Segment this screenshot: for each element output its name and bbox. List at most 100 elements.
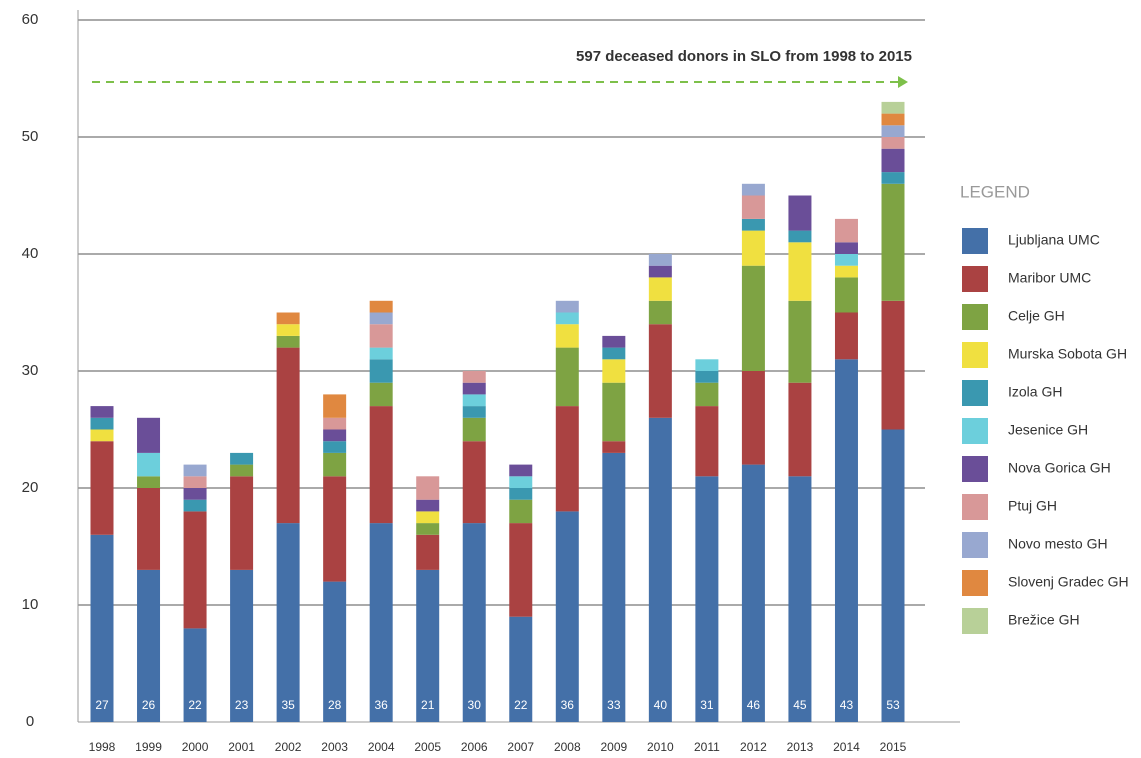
bar-segment (695, 382, 719, 407)
bar-segment (323, 429, 347, 442)
bar-segment (834, 359, 858, 722)
total-label: 23 (235, 698, 249, 712)
bar-segment (369, 406, 393, 524)
x-tick-label: 2001 (228, 740, 255, 754)
bar-segment (90, 441, 114, 535)
bar-segment (648, 300, 672, 325)
total-label: 28 (328, 698, 342, 712)
bar-segment (555, 511, 579, 722)
bar-segment (276, 347, 300, 524)
bar-segment (648, 277, 672, 301)
bar-segment (276, 335, 300, 348)
y-tick-label: 0 (26, 713, 34, 730)
bar-segment (602, 347, 626, 360)
annotation-arrow-head (898, 76, 908, 88)
x-tick-label: 1998 (89, 740, 116, 754)
bar-segment (323, 394, 347, 418)
legend-label: Maribor UMC (1008, 270, 1091, 286)
bar-segment (183, 488, 207, 500)
bar-segment (881, 137, 905, 149)
bar-segment (509, 616, 533, 722)
bar-segment (230, 452, 254, 465)
legend-label: Celje GH (1008, 308, 1065, 324)
legend-label: Ljubljana UMC (1008, 232, 1100, 248)
x-tick-label: 2002 (275, 740, 302, 754)
bar-segment (788, 230, 812, 243)
bar-segment (462, 394, 486, 407)
bar-segment (462, 417, 486, 442)
bar-segment (230, 476, 254, 570)
annotation: 597 deceased donors in SLO from 1998 to … (576, 48, 912, 65)
bar-segment (509, 464, 533, 477)
y-tick-label: 10 (22, 596, 39, 613)
bar-segment (416, 499, 440, 512)
bar-segment (509, 488, 533, 500)
legend-swatch (962, 266, 988, 292)
x-tick-label: 2011 (694, 740, 720, 754)
bar-segment (183, 628, 207, 722)
bar-segment (741, 218, 765, 231)
legend-title: LEGEND (960, 182, 1030, 201)
bar-segment (602, 382, 626, 442)
legend-label: Ptuj GH (1008, 498, 1057, 514)
legend-swatch (962, 608, 988, 634)
bar-segment (416, 569, 440, 722)
y-tick-label: 50 (22, 128, 39, 145)
bar-segment (555, 324, 579, 348)
bar-segment (90, 406, 114, 418)
bar-segment (183, 464, 207, 477)
x-tick-label: 2009 (600, 740, 627, 754)
bar-segment (741, 195, 765, 219)
bar-segment (416, 476, 440, 500)
bar-segment (834, 277, 858, 313)
x-tick-label: 2007 (507, 740, 534, 754)
bar-segment (788, 476, 812, 722)
x-tick-label: 1999 (135, 740, 162, 754)
bar-segment (881, 172, 905, 184)
y-tick-label: 20 (22, 479, 39, 496)
legend-swatch (962, 342, 988, 368)
bar-segment (881, 125, 905, 137)
legend-label: Brežice GH (1008, 612, 1080, 628)
x-tick-label: 2013 (787, 740, 814, 754)
bar-segment (788, 300, 812, 383)
total-label: 31 (700, 698, 714, 712)
legend-label: Nova Gorica GH (1008, 460, 1111, 476)
legend-swatch (962, 456, 988, 482)
legend-label: Murska Sobota GH (1008, 346, 1127, 362)
legend-swatch (962, 380, 988, 406)
bar-segment (276, 324, 300, 336)
bar-segment (695, 359, 719, 371)
bar-segment (183, 499, 207, 512)
bar-segment (834, 312, 858, 360)
bar-segment (462, 371, 486, 383)
bar-segment (881, 113, 905, 126)
bar-segment (369, 324, 393, 348)
bar-segment (369, 347, 393, 360)
bar-segment (230, 569, 254, 722)
bar-segment (695, 406, 719, 477)
bar-segment (834, 254, 858, 266)
bar-segment (323, 441, 347, 453)
x-tick-label: 2008 (554, 740, 581, 754)
total-label: 36 (561, 698, 575, 712)
bar-segment (137, 452, 161, 477)
bar-segment (509, 523, 533, 617)
bar-segment (462, 523, 486, 722)
bar-segment (741, 464, 765, 722)
total-label: 22 (188, 698, 202, 712)
legend-swatch (962, 228, 988, 254)
bar-segment (462, 406, 486, 418)
legend-swatch (962, 418, 988, 444)
y-tick-label: 40 (22, 245, 39, 262)
x-tick-label: 2000 (182, 740, 209, 754)
legend-label: Novo mesto GH (1008, 536, 1108, 552)
y-tick-label: 30 (22, 362, 39, 379)
bar-segment (90, 417, 114, 430)
bar-segment (462, 441, 486, 524)
bar-segment (137, 488, 161, 570)
x-tick-label: 2010 (647, 740, 674, 754)
bar-segment (695, 476, 719, 722)
bar-segment (509, 476, 533, 488)
